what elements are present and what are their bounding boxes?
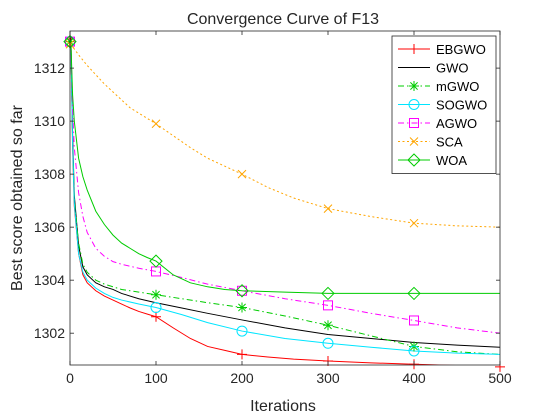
data-point-mgwo: [151, 289, 161, 300]
series-line-agwo: [70, 41, 500, 334]
data-point-woa: [235, 284, 249, 298]
legend-marker-mgwo: [409, 81, 419, 91]
x-tick-label: 300: [316, 370, 340, 386]
legend-label-sogwo: SOGWO: [436, 98, 487, 113]
axes-frame: [69, 30, 501, 366]
x-tick-label: 0: [66, 370, 74, 386]
series-line-ebgwo: [70, 38, 457, 365]
legend: EBGWO GWO mGWO SOGWO AGWO SCA WOA: [391, 35, 497, 174]
y-axis-label: Best score obtained so far: [9, 104, 26, 291]
legend-marker-sogwo: [408, 99, 420, 110]
legend-marker-sca: [409, 137, 419, 146]
data-point-woa: [149, 254, 163, 268]
series-line-mgwo: [70, 41, 500, 355]
legend-label-woa: WOA: [436, 153, 467, 168]
series-markers-agwo: [65, 36, 419, 326]
legend-item-woa: WOA: [398, 153, 467, 168]
series-line-sogwo: [70, 41, 500, 355]
legend-label-sca: SCA: [436, 135, 463, 150]
legend-item-sca: SCA: [398, 135, 463, 150]
x-tick-label: 400: [402, 370, 426, 386]
x-tick-label: 100: [144, 370, 168, 386]
series-lines: [70, 36, 500, 365]
data-point-mgwo: [237, 302, 247, 313]
data-point-ebgwo: [237, 349, 247, 360]
legend-marker-woa: [407, 153, 421, 167]
y-tick-label: 1312: [34, 60, 65, 76]
data-point-sca: [237, 169, 247, 179]
data-point-woa: [321, 286, 335, 301]
y-tick-label: 1310: [34, 113, 65, 129]
chart-title: Convergence Curve of F13: [187, 11, 379, 28]
x-tick-label: 200: [230, 370, 254, 386]
legend-label-gwo: GWO: [436, 61, 469, 76]
data-point-woa: [407, 286, 421, 301]
legend-label-agwo: AGWO: [436, 116, 477, 131]
data-point-sca: [151, 119, 161, 129]
legend-item-mgwo: mGWO: [398, 79, 479, 94]
series-markers-sca: [65, 39, 419, 228]
data-point-agwo: [409, 315, 419, 326]
legend-marker-ebgwo: [409, 44, 419, 54]
legend-label-mgwo: mGWO: [436, 79, 479, 94]
legend-item-sogwo: SOGWO: [398, 98, 487, 113]
data-point-sogwo: [322, 337, 334, 349]
data-point-sogwo: [408, 345, 420, 357]
data-point-sogwo: [150, 301, 162, 313]
data-point-agwo: [237, 285, 247, 296]
x-axis-label: Iterations: [250, 398, 316, 415]
legend-label-ebgwo: EBGWO: [436, 42, 486, 57]
data-point-mgwo: [323, 320, 333, 331]
data-point-sogwo: [236, 325, 248, 337]
data-point-sca: [323, 204, 333, 213]
series-line-woa: [70, 41, 500, 294]
y-tick-label: 1308: [34, 166, 65, 182]
data-point-sca: [409, 218, 419, 228]
legend-item-gwo: GWO: [398, 61, 469, 76]
legend-item-agwo: AGWO: [398, 116, 477, 131]
series-line-gwo: [70, 36, 500, 348]
y-tick-label: 1304: [34, 272, 65, 288]
y-tick-label: 1306: [34, 219, 65, 235]
legend-item-ebgwo: EBGWO: [398, 42, 486, 57]
series-line-sca: [70, 43, 500, 228]
legend-marker-agwo: [409, 118, 419, 128]
x-tick-label: 500: [488, 370, 512, 386]
data-point-agwo: [323, 300, 333, 311]
y-tick-label: 1302: [34, 325, 65, 341]
data-point-ebgwo: [151, 311, 161, 322]
